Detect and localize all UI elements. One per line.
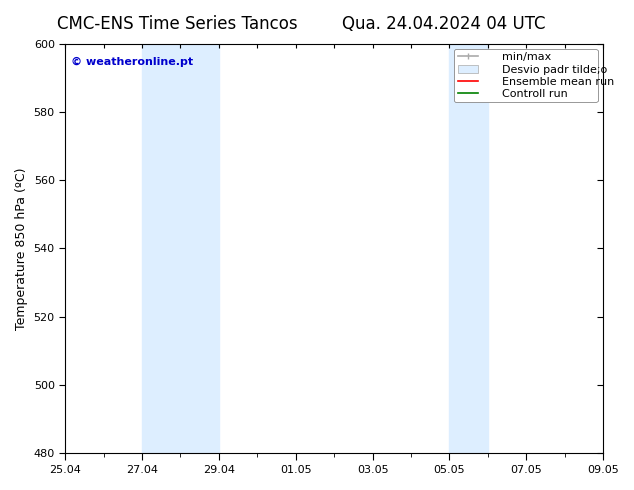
Legend: min/max, Desvio padr tilde;o, Ensemble mean run, Controll run: min/max, Desvio padr tilde;o, Ensemble m…: [454, 49, 598, 102]
Text: CMC-ENS Time Series Tancos: CMC-ENS Time Series Tancos: [57, 15, 298, 33]
Y-axis label: Temperature 850 hPa (ºC): Temperature 850 hPa (ºC): [15, 167, 28, 330]
Bar: [450, 44, 488, 453]
Text: Qua. 24.04.2024 04 UTC: Qua. 24.04.2024 04 UTC: [342, 15, 545, 33]
Bar: [142, 44, 219, 453]
Text: © weatheronline.pt: © weatheronline.pt: [71, 57, 193, 67]
